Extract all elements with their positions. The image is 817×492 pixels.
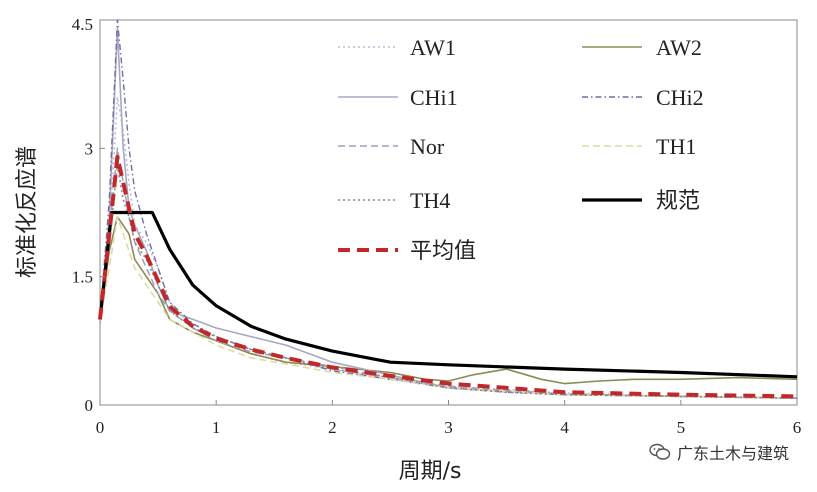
y-tick-label: 3 <box>85 139 94 158</box>
series-layer <box>98 19 798 399</box>
y-axis-title: 标准化反应谱 <box>15 146 40 278</box>
series-line-5 <box>99 216 798 399</box>
legend-label-6: TH4 <box>410 188 450 213</box>
legend-label-2: CHi1 <box>410 85 458 110</box>
x-axis-title: 周期/s <box>399 459 462 484</box>
legend-label-8: 平均值 <box>410 239 476 264</box>
legend-label-7: 规范 <box>656 189 700 214</box>
legend-label-5: TH1 <box>656 134 696 159</box>
x-tick-label: 6 <box>793 418 802 437</box>
watermark-text: 广东土木与建筑 <box>676 444 789 463</box>
legend-label-4: Nor <box>410 134 445 159</box>
series-line-6 <box>99 164 798 399</box>
wechat-icon <box>649 443 671 461</box>
y-tick-label: 0 <box>85 396 94 415</box>
legend-label-0: AW1 <box>410 35 456 60</box>
x-tick-label: 1 <box>212 418 221 437</box>
x-tick-label: 4 <box>560 418 569 437</box>
x-tick-label: 0 <box>96 418 105 437</box>
legend-label-1: AW2 <box>656 35 702 60</box>
y-tick-label: 4.5 <box>72 15 93 34</box>
x-tick-label: 3 <box>444 418 453 437</box>
y-tick-label: 1.5 <box>72 268 93 287</box>
series-line-7 <box>98 210 798 379</box>
tick-layer: 0 1 2 3 4 5 6 0 1.5 3 4.5 <box>72 15 802 437</box>
legend: AW1 CHi1 Nor TH4 平均值 AW2 CHi2 TH1 规范 <box>338 35 704 264</box>
watermark: 广东土木与建筑 <box>649 440 789 464</box>
series-line-0 <box>99 96 798 399</box>
x-tick-label: 2 <box>328 418 337 437</box>
legend-label-3: CHi2 <box>656 85 704 110</box>
series-line-8 <box>98 154 798 399</box>
x-tick-label: 5 <box>677 418 686 437</box>
